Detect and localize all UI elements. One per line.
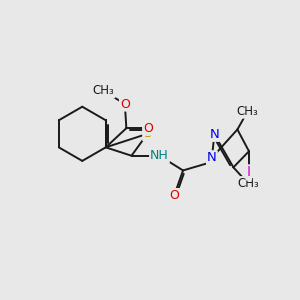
Text: CH₃: CH₃ <box>237 105 259 118</box>
Text: CH₃: CH₃ <box>93 84 115 97</box>
Text: I: I <box>247 165 251 179</box>
Text: NH: NH <box>150 149 169 162</box>
Text: N: N <box>209 128 219 141</box>
Text: CH₃: CH₃ <box>237 177 259 190</box>
Text: S: S <box>143 127 152 140</box>
Text: N: N <box>207 151 217 164</box>
Text: O: O <box>120 98 130 111</box>
Text: O: O <box>143 122 153 135</box>
Text: O: O <box>169 189 179 202</box>
